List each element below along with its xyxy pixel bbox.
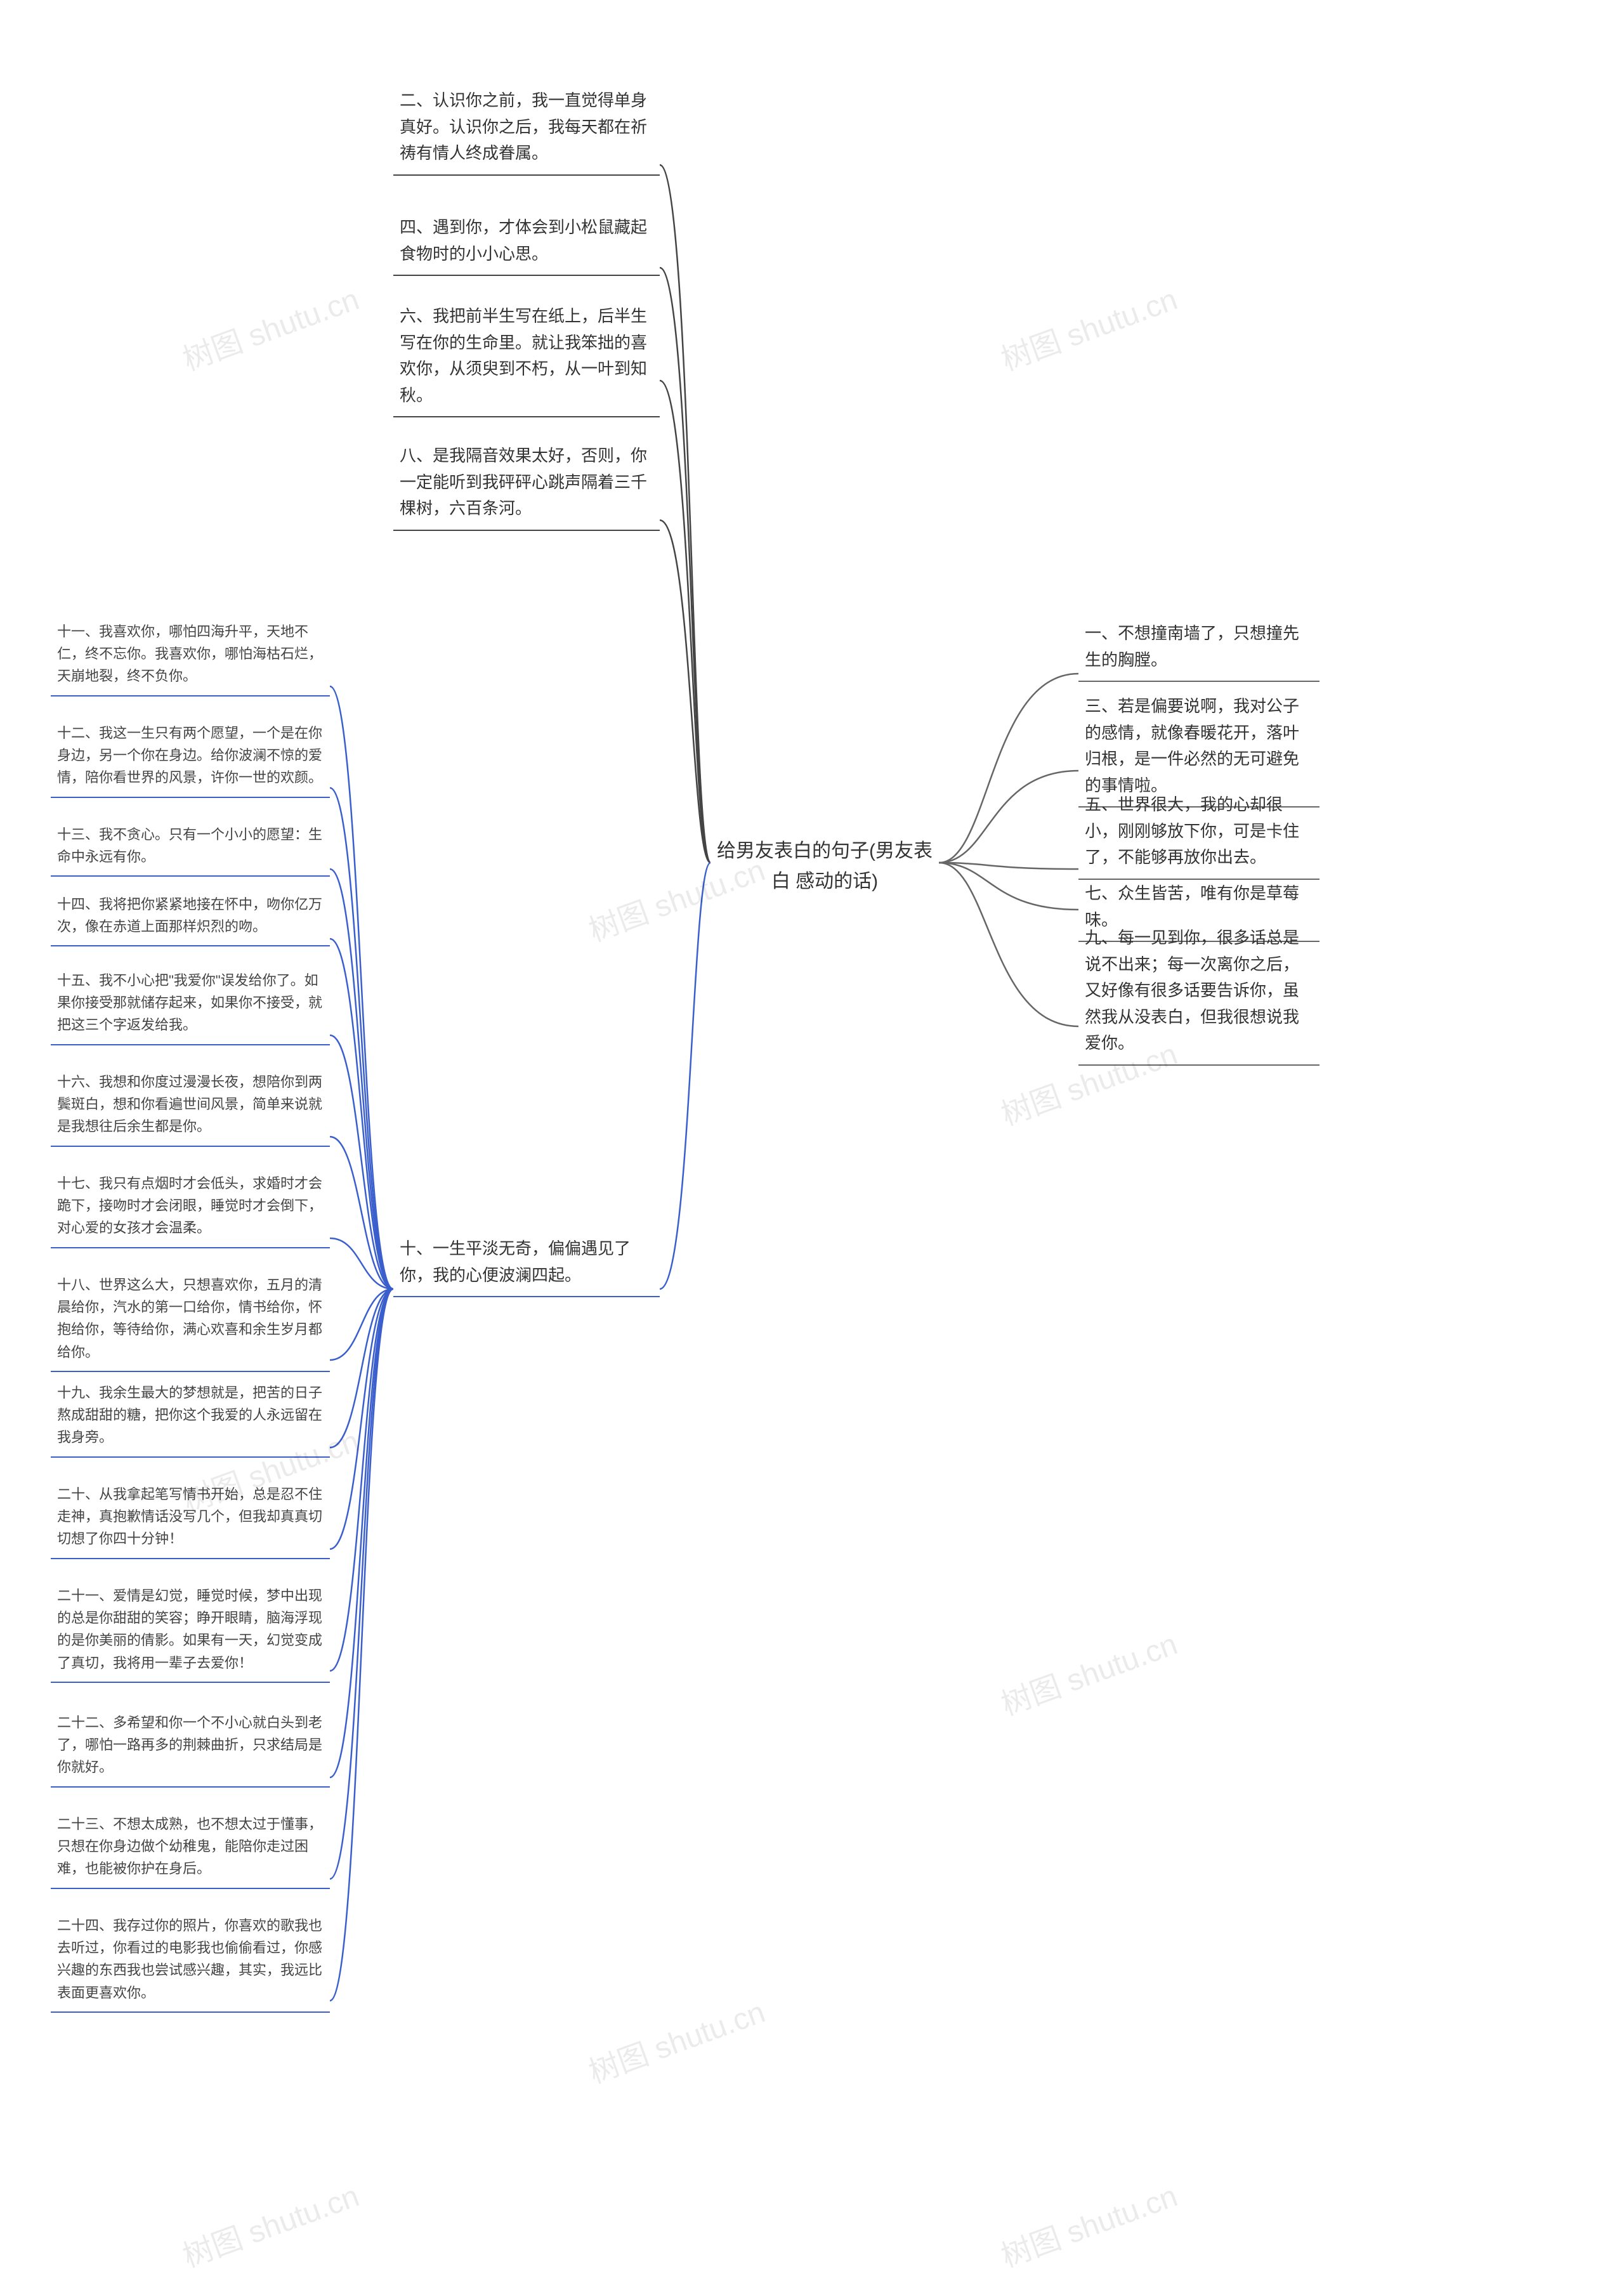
leaf-node-9: 二十、从我拿起笔写情书开始，总是忍不住走神，真抱歉情话没写几个，但我却真真切切想…: [51, 1478, 330, 1559]
leaf-node-3: 十四、我将把你紧紧地接在怀中，吻你亿万次，像在赤道上面那样炽烈的吻。: [51, 888, 330, 946]
leaf-node-0: 十一、我喜欢你，哪怕四海升平，天地不仁，终不忘你。我喜欢你，哪怕海枯石烂，天崩地…: [51, 615, 330, 697]
watermark: 树图 shutu.cn: [176, 2171, 364, 2275]
leaf-node-5: 十六、我想和你度过漫漫长夜，想陪你到两鬓斑白，想和你看遍世间风景，简单来说就是我…: [51, 1066, 330, 1147]
watermark: 树图 shutu.cn: [994, 1619, 1182, 1723]
leaf-node-7: 十八、世界这么大，只想喜欢你，五月的清晨给你，汽水的第一口给你，情书给你，怀抱给…: [51, 1269, 330, 1372]
mid-node-0: 二、认识你之前，我一直觉得单身真好。认识你之后，我每天都在祈祷有情人终成眷属。: [393, 82, 660, 176]
leaf-node-12: 二十三、不想太成熟，也不想太过于懂事，只想在你身边做个幼稚鬼，能陪你走过困难，也…: [51, 1808, 330, 1889]
mid-node-4: 十、一生平淡无奇，偏偏遇见了你，我的心便波澜四起。: [393, 1231, 660, 1297]
watermark: 树图 shutu.cn: [994, 274, 1182, 379]
watermark: 树图 shutu.cn: [582, 1987, 770, 2091]
leaf-node-8: 十九、我余生最大的梦想就是，把苦的日子熬成甜甜的糖，把你这个我爱的人永远留在我身…: [51, 1377, 330, 1458]
center-node: 给男友表白的句子(男友表 白 感动的话): [710, 831, 939, 905]
right-node-2: 五、世界很大，我的心却很小，刚刚够放下你，可是卡住了，不能够再放你出去。: [1078, 787, 1320, 880]
leaf-node-13: 二十四、我存过你的照片，你喜欢的歌我也去听过，你看过的电影我也偷偷看过，你感兴趣…: [51, 1909, 330, 2013]
leaf-node-2: 十三、我不贪心。只有一个小小的愿望：生命中永远有你。: [51, 818, 330, 877]
mid-node-2: 六、我把前半生写在纸上，后半生写在你的生命里。就让我笨拙的喜欢你，从须臾到不朽，…: [393, 298, 660, 417]
leaf-node-10: 二十一、爱情是幻觉，睡觉时候，梦中出现的总是你甜甜的笑容；睁开眼睛，脑海浮现的是…: [51, 1579, 330, 1683]
watermark: 树图 shutu.cn: [176, 274, 364, 379]
leaf-node-6: 十七、我只有点烟时才会低头，求婚时才会跪下，接吻时才会闭眼，睡觉时才会倒下，对心…: [51, 1167, 330, 1248]
watermark: 树图 shutu.cn: [994, 2171, 1182, 2275]
mid-node-1: 四、遇到你，才体会到小松鼠藏起食物时的小小心思。: [393, 209, 660, 276]
leaf-node-1: 十二、我这一生只有两个愿望，一个是在你身边，另一个你在身边。给你波澜不惊的爱情，…: [51, 717, 330, 798]
right-node-0: 一、不想撞南墙了，只想撞先生的胸膛。: [1078, 615, 1320, 682]
leaf-node-4: 十五、我不小心把"我爱你"误发给你了。如果你接受那就储存起来，如果你不接受，就把…: [51, 964, 330, 1045]
right-node-4: 九、每一见到你，很多话总是说不出来；每一次离你之后，又好像有很多话要告诉你，虽然…: [1078, 920, 1320, 1066]
leaf-node-11: 二十二、多希望和你一个不小心就白头到老了，哪怕一路再多的荆棘曲折，只求结局是你就…: [51, 1706, 330, 1788]
mid-node-3: 八、是我隔音效果太好，否则，你一定能听到我砰砰心跳声隔着三千棵树，六百条河。: [393, 438, 660, 531]
